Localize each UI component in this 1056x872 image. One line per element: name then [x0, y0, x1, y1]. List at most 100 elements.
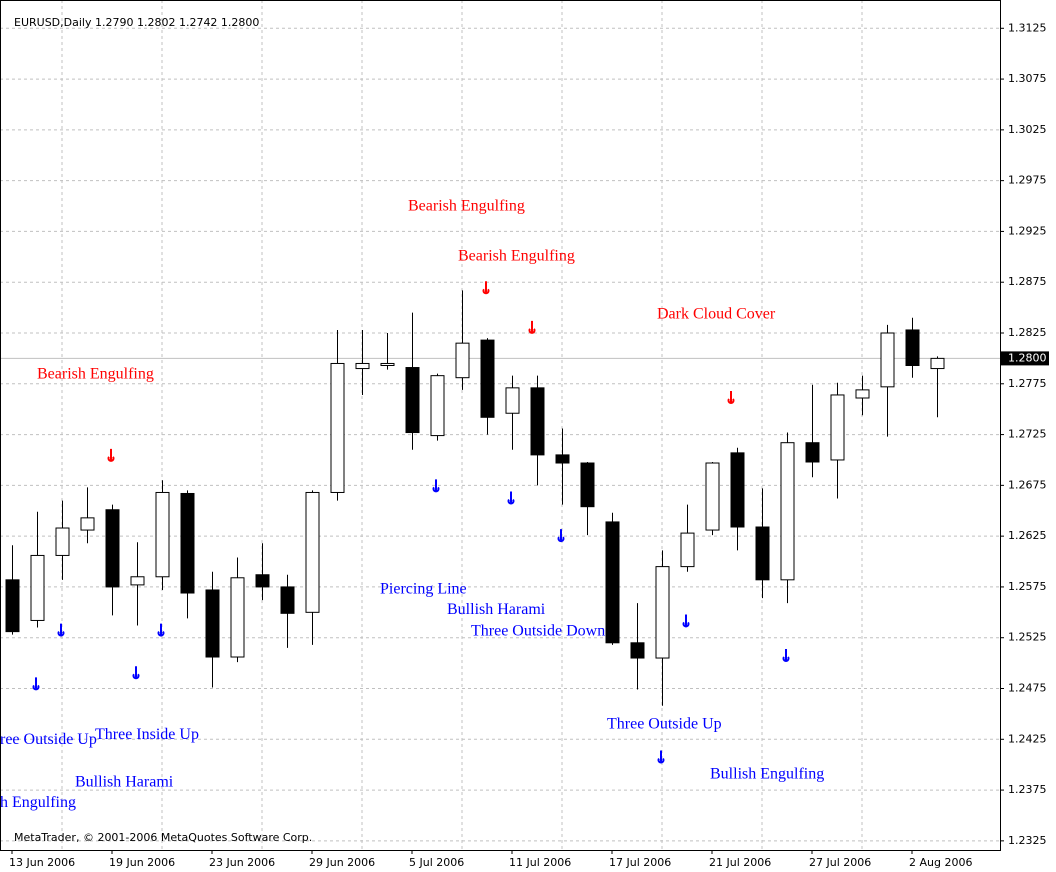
y-tick-label: 1.2725: [1008, 428, 1047, 441]
candle-body: [680, 532, 695, 568]
candle-body: [605, 521, 620, 644]
y-tick-label: 1.2875: [1008, 275, 1047, 288]
x-tick-label: 23 Jun 2006: [209, 856, 275, 869]
y-tick-label: 1.2825: [1008, 326, 1047, 339]
candle-body: [30, 554, 45, 621]
y-tick-label: 1.2575: [1008, 580, 1047, 593]
plot-area: Bearish Engulfing Bearish Engulfing Bearis…: [0, 198, 1000, 811]
x-tick-label: 5 Jul 2006: [409, 856, 464, 869]
candle-body: [555, 454, 570, 464]
candle-body: [630, 642, 645, 659]
x-tick-label: 17 Jul 2006: [609, 856, 671, 869]
y-tick-label: 1.2425: [1008, 732, 1047, 745]
candle-body: [855, 389, 870, 399]
candle-body: [80, 517, 95, 531]
pattern-label: Bearish Engulfing: [458, 247, 575, 264]
candle-body: [105, 509, 120, 588]
y-tick-label: 1.2675: [1008, 478, 1047, 491]
y-tick-label: 1.3025: [1008, 123, 1047, 136]
y-tick-label: 1.2525: [1008, 631, 1047, 644]
y-tick-label: 1.2775: [1008, 377, 1047, 390]
signal-arrow: [132, 666, 140, 680]
pattern-label: Bullish Harami: [447, 601, 546, 618]
signal-arrow: [482, 281, 490, 295]
candle-body: [705, 462, 720, 531]
candle-body: [730, 452, 745, 528]
pattern-label: Dark Cloud Cover: [657, 305, 776, 322]
chart-title: EURUSD,Daily 1.2790 1.2802 1.2742 1.2800: [14, 16, 259, 29]
pattern-label: Three Outside Down: [471, 622, 605, 639]
signal-arrow: [727, 390, 735, 404]
x-tick-label: 21 Jul 2006: [709, 856, 771, 869]
candle-body: [655, 566, 670, 659]
x-tick-label: 19 Jun 2006: [109, 856, 175, 869]
candle-body: [355, 362, 370, 370]
x-tick-label: 27 Jul 2006: [809, 856, 871, 869]
candle-body: [305, 491, 320, 613]
current-price-box: [1001, 351, 1049, 366]
pattern-label: Three Inside Up: [95, 726, 199, 743]
y-tick-label: 1.2475: [1008, 682, 1047, 695]
candle-body: [805, 442, 820, 463]
signal-arrow: [657, 750, 665, 764]
signal-arrow: [782, 648, 790, 662]
y-tick-label: 1.3075: [1008, 72, 1047, 85]
candle-body: [155, 491, 170, 578]
candle-body: [430, 375, 445, 437]
current-price-label: 1.2800: [1008, 351, 1047, 364]
pattern-label: Piercing Line: [380, 581, 467, 598]
y-tick-label: 1.2925: [1008, 224, 1047, 237]
pattern-label: h Engulfing: [0, 794, 76, 811]
candle-body: [830, 394, 845, 461]
copyright: MetaTrader, © 2001-2006 MetaQuotes Softw…: [14, 831, 312, 844]
signal-arrow: [432, 479, 440, 493]
x-tick-label: 13 Jun 2006: [9, 856, 75, 869]
x-tick-label: 29 Jun 2006: [309, 856, 375, 869]
candle-body: [280, 586, 295, 614]
candle-body: [905, 329, 920, 367]
candle-body: [330, 362, 345, 493]
candle-body: [255, 574, 270, 588]
signal-arrow: [507, 491, 515, 505]
candle-body: [180, 492, 195, 594]
pattern-label: Bullish Engulfing: [710, 766, 824, 783]
candle-body: [5, 579, 20, 633]
candle-body: [505, 387, 520, 414]
signal-arrow: [57, 623, 65, 637]
pattern-label: Bearish Engulfing: [37, 365, 154, 382]
candle-body: [880, 332, 895, 388]
signal-arrow: [682, 614, 690, 628]
candle-body: [755, 526, 770, 581]
signal-arrow: [557, 529, 565, 543]
pattern-label: ree Outside Up: [0, 731, 97, 748]
candle-body: [930, 357, 945, 370]
pattern-label: Three Outside Up: [607, 716, 722, 733]
candle-body: [55, 527, 70, 556]
candle-body: [480, 339, 495, 418]
grid: [0, 0, 1000, 850]
candle-body: [580, 462, 595, 508]
y-tick-label: 1.2375: [1008, 783, 1047, 796]
candle-body: [455, 342, 470, 379]
y-tick-label: 1.2325: [1008, 834, 1047, 847]
signal-arrow: [107, 448, 115, 462]
candle-body: [230, 577, 245, 658]
pattern-label: Bearish Engulfing: [408, 198, 525, 215]
candle-body: [205, 589, 220, 658]
y-tick-label: 1.2625: [1008, 529, 1047, 542]
candle-body: [405, 367, 420, 434]
signal-arrow: [528, 320, 536, 334]
x-tick-label: 11 Jul 2006: [509, 856, 571, 869]
signal-arrow: [32, 677, 40, 691]
y-tick-label: 1.3125: [1008, 21, 1047, 34]
plot-frame: [0, 0, 1001, 851]
candle-body: [130, 576, 145, 586]
candle-body: [380, 362, 395, 367]
signal-arrow: [157, 623, 165, 637]
y-tick-label: 1.2975: [1008, 174, 1047, 187]
candle-body: [780, 442, 795, 581]
pattern-label: Bullish Harami: [75, 774, 174, 791]
x-tick-label: 2 Aug 2006: [909, 856, 972, 869]
